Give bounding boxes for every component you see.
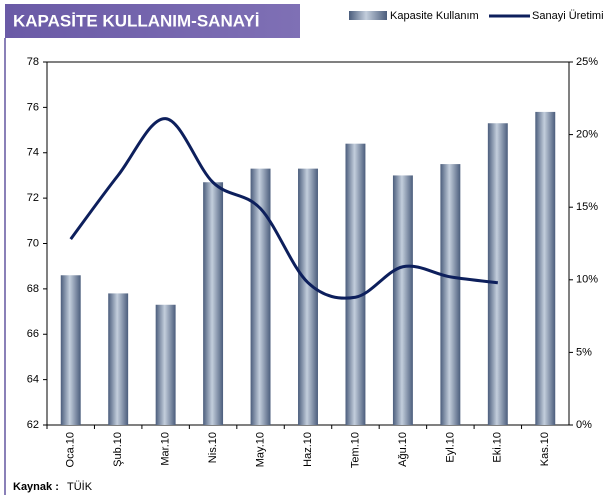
x-tick-label: Ağu.10 <box>397 432 409 467</box>
y-tick-label: 62 <box>27 419 39 431</box>
title-box <box>5 4 300 38</box>
source-label: Kaynak : <box>13 481 59 493</box>
x-tick-label: May.10 <box>254 432 266 467</box>
legend-label: Sanayi Üretimi <box>532 10 604 22</box>
y-tick-label: 70 <box>27 237 39 249</box>
bar <box>203 182 224 425</box>
y2-tick-label: 10% <box>576 274 598 286</box>
bar <box>392 175 413 425</box>
bar <box>345 143 366 426</box>
y2-tick-label: 0% <box>576 419 592 431</box>
bar <box>535 111 556 425</box>
legend-bar-icon <box>349 11 387 20</box>
x-tick-label: Şub.10 <box>112 432 124 467</box>
bar <box>440 164 461 425</box>
x-tick-label: Haz.10 <box>302 432 314 467</box>
x-tick-label: Mar.10 <box>160 432 172 466</box>
y-tick-label: 74 <box>27 147 39 159</box>
y-tick-label: 78 <box>27 56 39 68</box>
y-tick-label: 68 <box>27 283 39 295</box>
y2-tick-label: 15% <box>576 201 598 213</box>
bar <box>298 168 318 425</box>
y2-tick-label: 20% <box>576 129 598 141</box>
bar <box>60 275 81 425</box>
source: TÜİK <box>67 480 93 493</box>
y2-tick-label: 5% <box>576 346 592 358</box>
x-tick-label: Tem.10 <box>349 432 361 468</box>
chart-title: KAPASİTE KULLANIM-SANAYİ <box>13 11 260 30</box>
y-tick-label: 64 <box>27 374 39 386</box>
bar <box>108 293 129 425</box>
y-tick-label: 66 <box>27 328 39 340</box>
x-tick-label: Nis.10 <box>207 432 219 463</box>
line <box>69 117 499 300</box>
x-tick-label: Eyl.10 <box>444 432 456 463</box>
bar <box>487 123 508 425</box>
legend-label: Kapasite Kullanım <box>390 10 479 22</box>
y-tick-label: 76 <box>27 101 39 113</box>
x-tick-label: Eki.10 <box>492 432 504 463</box>
y2-tick-label: 25% <box>576 56 598 68</box>
x-tick-label: Oca.10 <box>65 432 77 467</box>
y-tick-label: 72 <box>27 192 39 204</box>
bar <box>155 304 176 425</box>
bar <box>250 168 271 425</box>
x-tick-label: Kas.10 <box>539 432 551 466</box>
